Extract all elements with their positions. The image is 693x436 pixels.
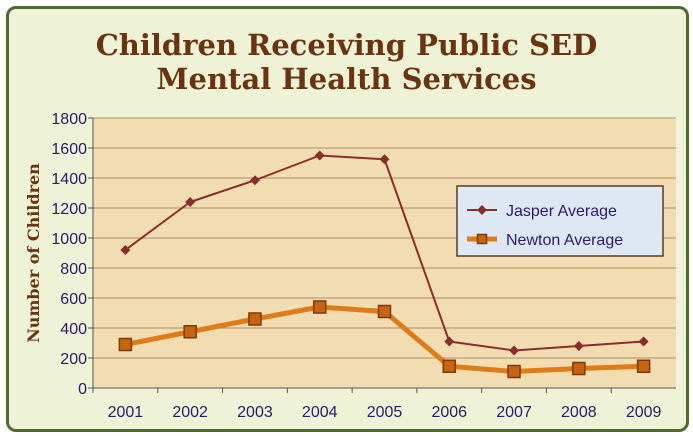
x-tick-label: 2005 (367, 404, 403, 421)
x-tick-label: 2004 (302, 404, 338, 421)
x-tick-label: 2009 (626, 404, 662, 421)
data-point-newton (573, 363, 585, 375)
y-axis-label: Number of Children (24, 163, 43, 343)
y-tick-label: 0 (78, 381, 87, 398)
y-tick-label: 200 (60, 351, 87, 368)
x-tick-label: 2008 (561, 404, 597, 421)
y-tick-label: 800 (60, 261, 87, 278)
x-tick-label: 2006 (431, 404, 467, 421)
y-tick-label: 1400 (51, 171, 87, 188)
x-tick-label: 2003 (237, 404, 273, 421)
x-tick-label: 2001 (108, 404, 144, 421)
legend: Jasper Average Newton Average (457, 186, 663, 256)
x-tick-label: 2002 (172, 404, 208, 421)
y-tick-label: 1600 (51, 141, 87, 158)
x-tick-label: 2007 (496, 404, 532, 421)
data-point-newton (249, 313, 261, 325)
data-point-newton (443, 360, 455, 372)
y-tick-label: 1000 (51, 231, 87, 248)
data-point-newton (314, 301, 326, 313)
legend-label-jasper: Jasper Average (506, 203, 617, 220)
data-point-newton (508, 366, 520, 378)
y-tick-labels: 0 200 400 600 800 1000 1200 1400 1600 1800 (51, 111, 87, 398)
y-tick-label: 1800 (51, 111, 87, 128)
data-point-newton (638, 360, 650, 372)
legend-marker-newton (478, 235, 487, 244)
data-point-newton (119, 339, 131, 351)
legend-label-newton: Newton Average (506, 232, 623, 249)
x-tick-labels: 2001 2002 2003 2004 2005 2006 2007 2008 2009 (93, 388, 662, 421)
data-point-newton (379, 306, 391, 318)
y-tick-label: 1200 (51, 201, 87, 218)
data-point-newton (184, 326, 196, 338)
y-tick-label: 400 (60, 321, 87, 338)
y-tick-label: 600 (60, 291, 87, 308)
